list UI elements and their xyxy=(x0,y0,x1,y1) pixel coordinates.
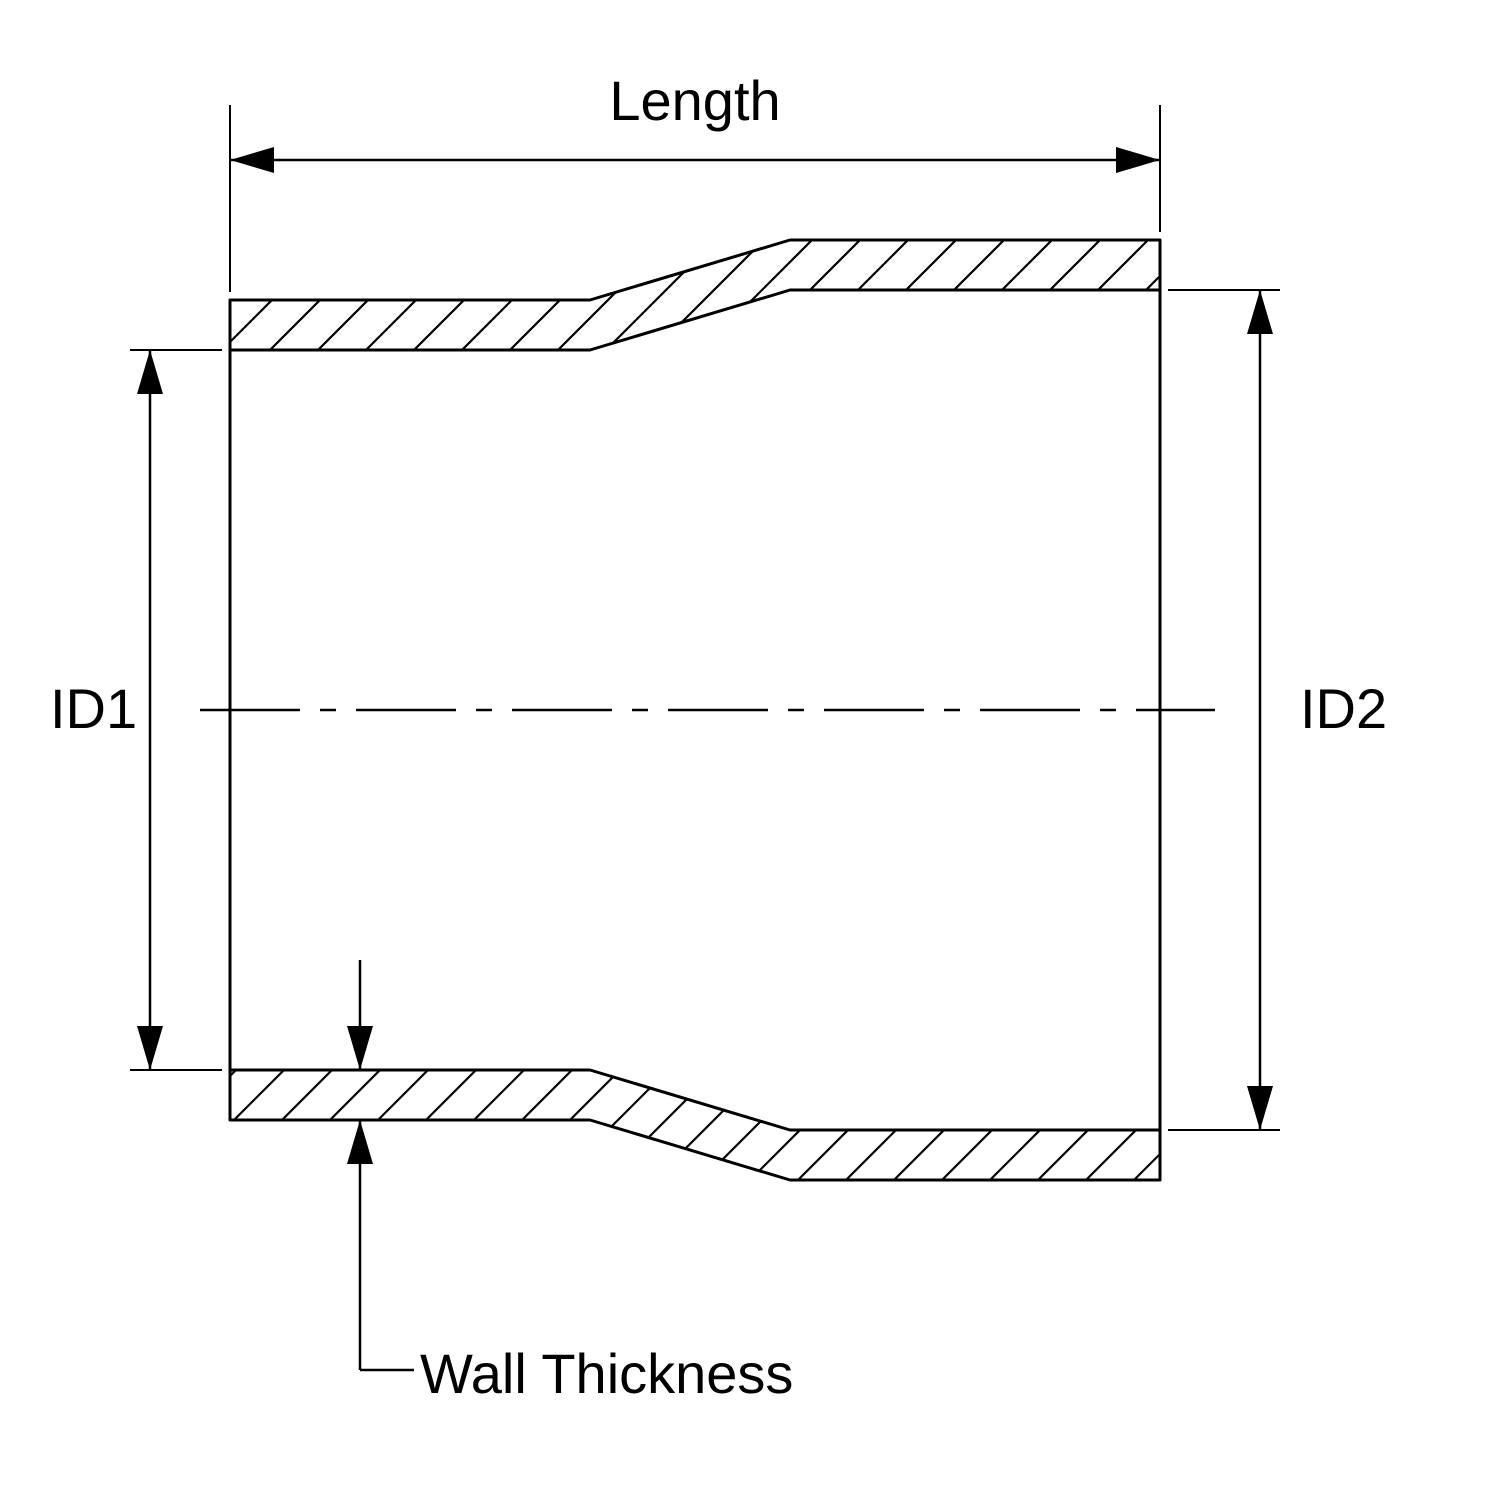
id2-label: ID2 xyxy=(1300,677,1387,740)
id1-label: ID1 xyxy=(50,677,137,740)
wall-thickness-label: Wall Thickness xyxy=(420,1342,793,1405)
length-label: Length xyxy=(609,69,780,132)
